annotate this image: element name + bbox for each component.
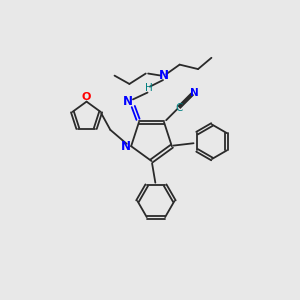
Text: O: O — [82, 92, 91, 102]
Text: H: H — [145, 82, 153, 92]
Text: N: N — [190, 88, 199, 98]
Text: N: N — [121, 140, 131, 153]
Text: C: C — [176, 103, 183, 113]
Text: N: N — [159, 69, 169, 82]
Text: N: N — [123, 95, 133, 108]
